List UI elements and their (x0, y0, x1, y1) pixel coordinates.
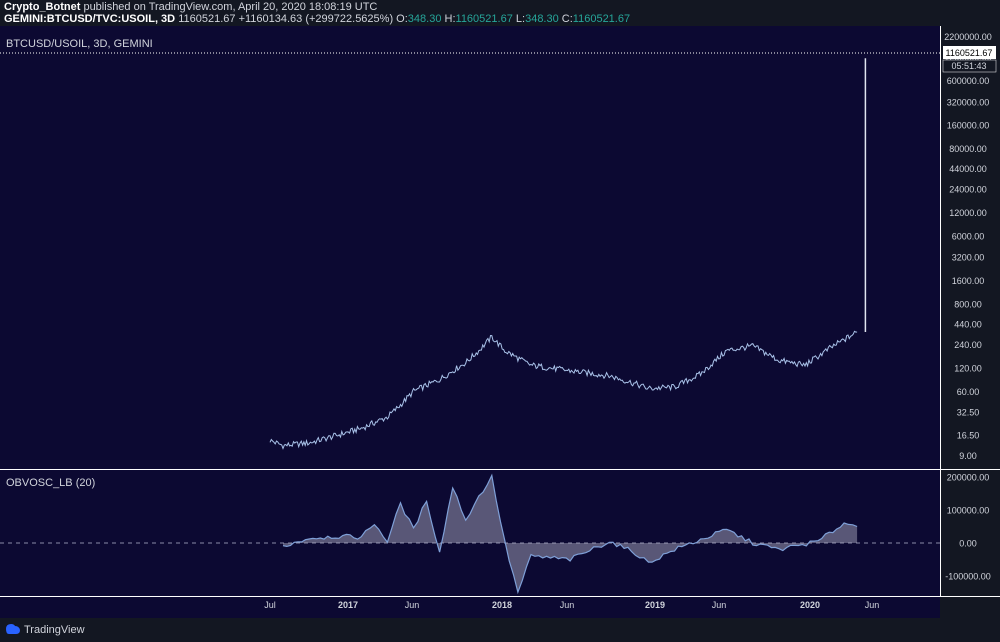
open-value: 348.30 (407, 13, 442, 25)
osc-area (283, 475, 858, 593)
low-value: 348.30 (525, 13, 559, 25)
price-tick-label: 120.00 (954, 363, 982, 373)
osc-tick-label: 200000.00 (947, 473, 990, 483)
main-pane-bg[interactable] (0, 26, 940, 469)
time-tick-label: 2020 (800, 600, 820, 610)
time-tick-label: 2017 (338, 600, 358, 610)
footer-bar: TradingView (0, 618, 1000, 642)
price-tick-label: 160000.00 (947, 121, 990, 131)
chart-canvas[interactable]: BTCUSD/USOIL, 3D, GEMINI OBVOSC_LB (20) … (0, 26, 1000, 618)
time-tick-label: Jul (264, 600, 276, 610)
time-tick-label: Jun (865, 600, 880, 610)
price-tick-label: 80000.00 (949, 144, 987, 154)
open-label: O: (396, 13, 408, 25)
price-axis[interactable]: 2200000.001200000.00600000.00320000.0016… (944, 32, 992, 461)
author-name[interactable]: Crypto_Botnet (4, 1, 81, 13)
time-tick-label: 2019 (645, 600, 665, 610)
osc-tick-label: 100000.00 (947, 506, 990, 516)
price-series (269, 58, 867, 450)
price-tick-label: 6000.00 (952, 231, 985, 241)
time-tick-label: 2018 (492, 600, 512, 610)
price-tick-label: 240.00 (954, 340, 982, 350)
price-tick-label: 2200000.00 (944, 32, 992, 42)
price-tick-label: 12000.00 (949, 208, 987, 218)
brand-name[interactable]: TradingView (24, 624, 85, 636)
close-label: C: (561, 13, 573, 25)
osc-tick-label: -100000.00 (945, 572, 991, 582)
time-tick-label: Jun (405, 600, 420, 610)
price-change: +1160134.63 (+299722.5625%) (238, 13, 394, 25)
price-tick-label: 9.00 (959, 451, 977, 461)
time-axis[interactable]: Jul 2017 Jun 2018 Jun 2019 Jun 2020 Jun (264, 600, 879, 610)
price-tick-label: 60.00 (957, 387, 980, 397)
price-tick-label: 800.00 (954, 299, 982, 309)
countdown-text: 05:51:43 (951, 61, 986, 71)
close-value: 1160521.67 (572, 13, 631, 25)
symbol-label: GEMINI:BTCUSD/TVC:USOIL, 3D (4, 13, 176, 25)
osc-legend[interactable]: OBVOSC_LB (20) (6, 477, 95, 489)
last-price: 1160521.67 (178, 13, 236, 25)
price-tick-label: 32.50 (957, 408, 980, 418)
price-tick-label: 44000.00 (949, 164, 987, 174)
time-tick-label: Jun (712, 600, 727, 610)
price-tag-bg (943, 46, 996, 59)
price-tick-label: 1600.00 (952, 276, 985, 286)
price-tag: 1160521.67 05:51:43 (942, 46, 997, 73)
osc-line (282, 473, 858, 595)
high-value: 1160521.67 (455, 13, 513, 25)
low-label: L: (515, 13, 526, 25)
price-tag-text: 1160521.67 (946, 48, 993, 58)
tradingview-logo-icon[interactable] (5, 623, 21, 635)
price-tick-label: 320000.00 (947, 97, 990, 107)
osc-pane-bg[interactable] (0, 470, 940, 618)
price-tick-label: 600000.00 (947, 76, 990, 86)
publish-line: Crypto_Botnet published on TradingView.c… (4, 1, 377, 13)
time-tick-label: Jun (560, 600, 575, 610)
price-tick-label: 16.50 (957, 430, 980, 440)
price-line (269, 330, 858, 450)
price-tick-label: 3200.00 (952, 253, 985, 263)
osc-axis[interactable]: 200000.00 100000.00 0.00 -100000.00 (945, 473, 991, 582)
countdown-bg (942, 59, 997, 73)
ohlc-line: GEMINI:BTCUSD/TVC:USOIL, 3D 1160521.67 +… (4, 13, 630, 25)
osc-series (282, 473, 858, 595)
header-bar: Crypto_Botnet published on TradingView.c… (0, 0, 1000, 26)
price-tick-label: 440.00 (954, 320, 982, 330)
price-tick-label: 24000.00 (949, 185, 987, 195)
osc-tick-label: 0.00 (959, 539, 977, 549)
high-label: H: (444, 13, 456, 25)
main-legend[interactable]: BTCUSD/USOIL, 3D, GEMINI (6, 38, 153, 50)
publish-info: published on TradingView.com, April 20, … (80, 1, 378, 13)
